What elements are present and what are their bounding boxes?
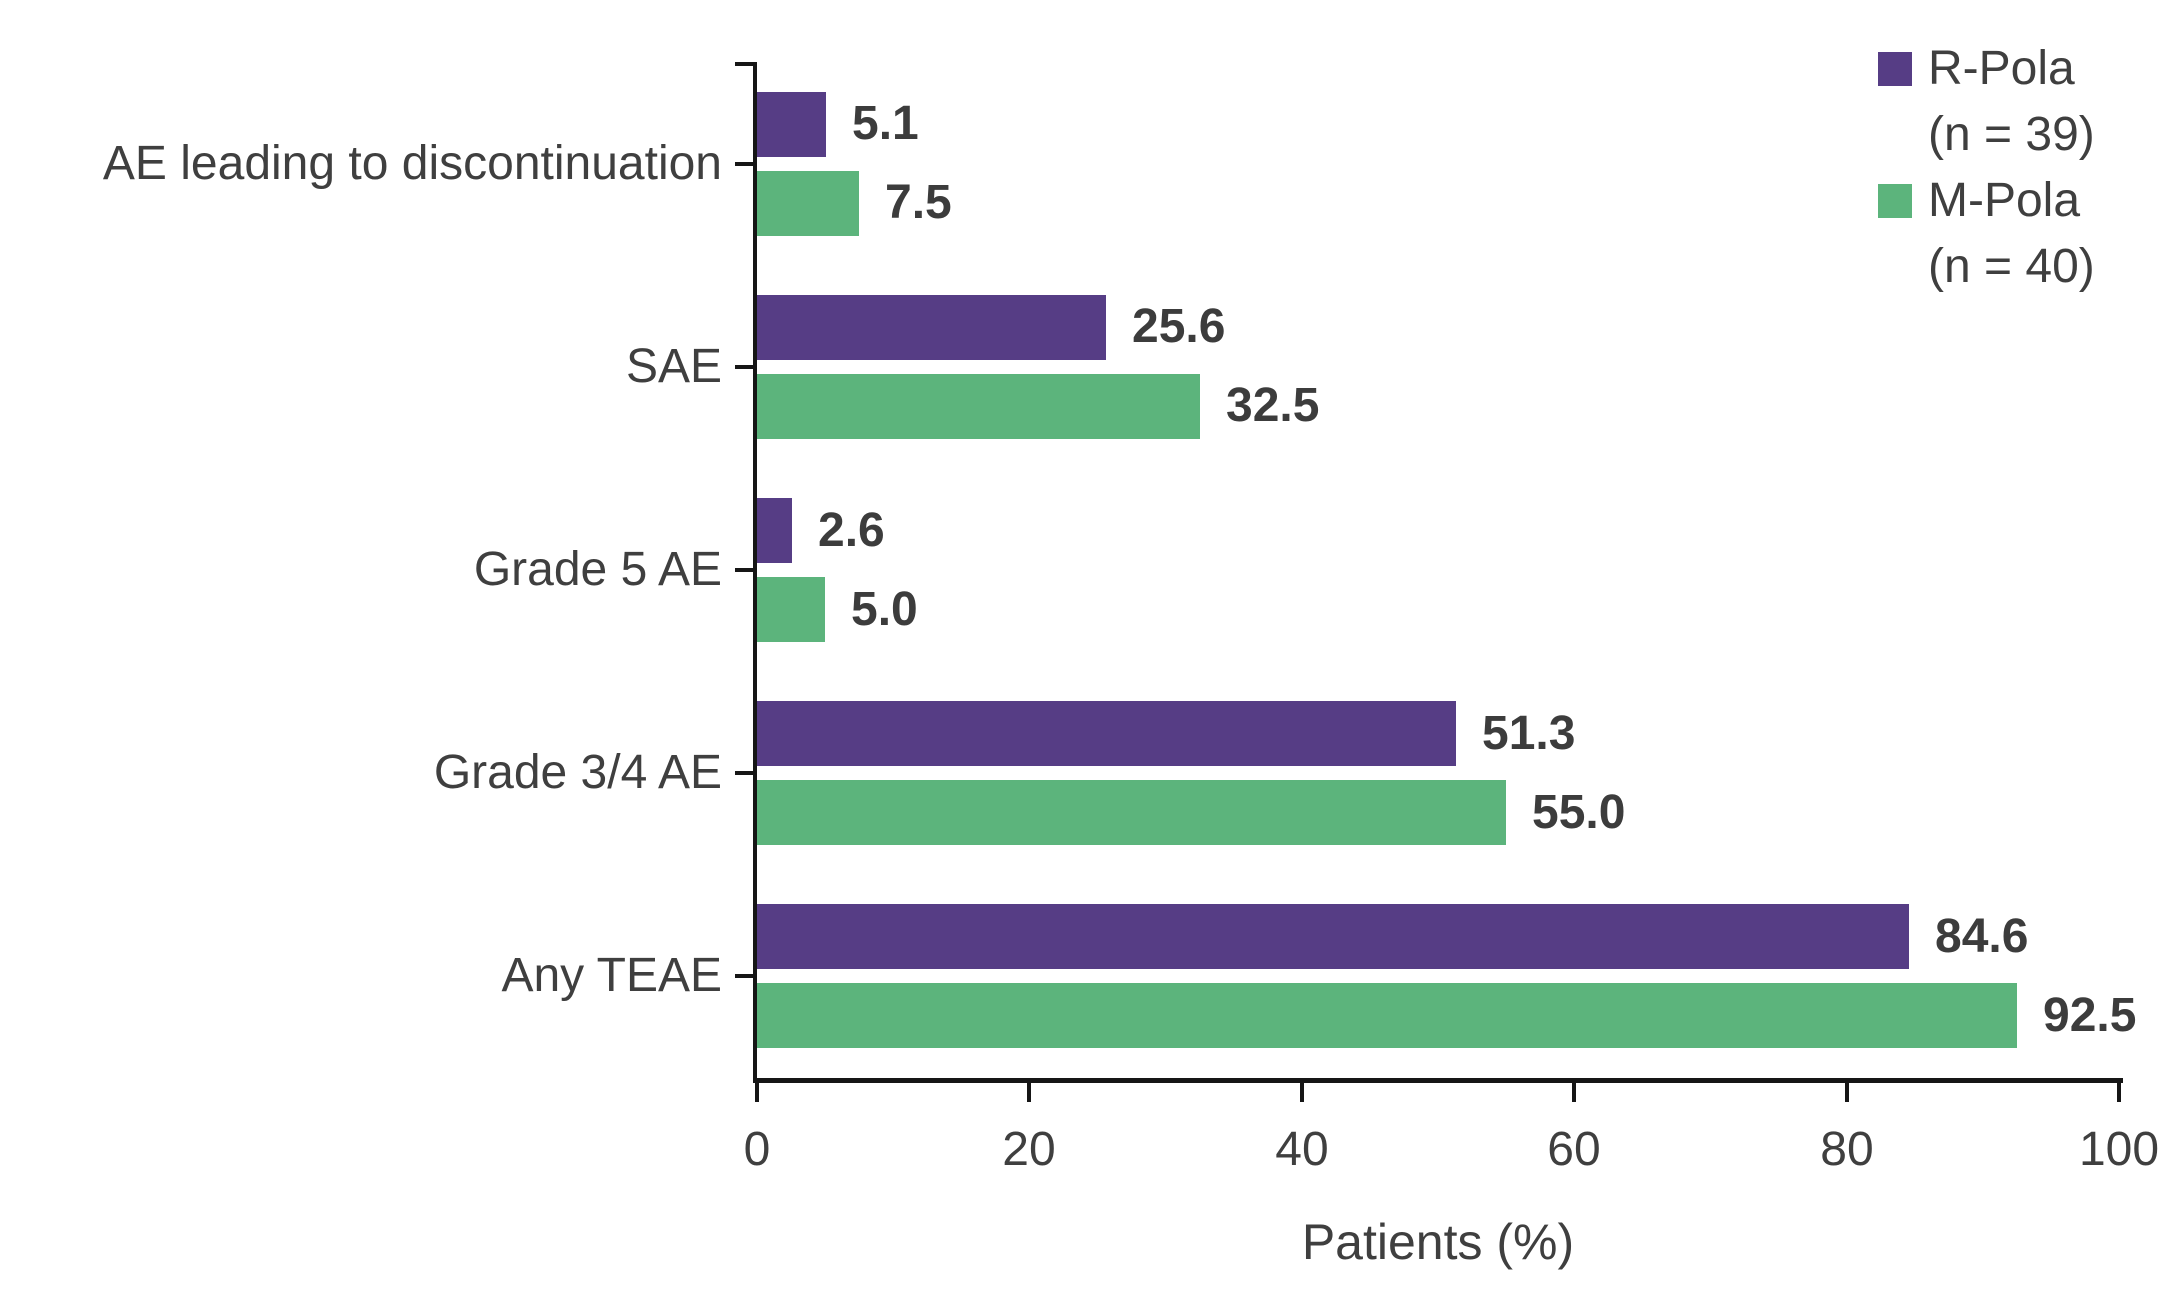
- x-tick-label-100: 100: [2078, 1123, 2160, 1176]
- x-axis-title: Patients (%): [1301, 1214, 1575, 1270]
- x-tick-20: [1027, 1078, 1031, 1102]
- value-label-r-pola-grade-3-4-ae: 51.3: [1482, 707, 1576, 760]
- y-tick-any-teae: [735, 974, 757, 978]
- x-tick-80: [1845, 1078, 1849, 1102]
- x-tick-label-60: 60: [1547, 1123, 1601, 1176]
- value-label-r-pola-sae: 25.6: [1132, 300, 1226, 353]
- legend-label-m-pola: M-Pola: [1928, 174, 2081, 227]
- bar-m-pola-sae: [757, 374, 1200, 439]
- legend: R-Pola (n = 39) M-Pola (n = 40): [1878, 36, 2095, 300]
- legend-item-r-pola: R-Pola: [1878, 36, 2095, 102]
- legend-n-r-pola: (n = 39): [1928, 108, 2095, 161]
- x-tick-label-20: 20: [1002, 1123, 1056, 1176]
- y-tick-grade-3-4-ae: [735, 771, 757, 775]
- value-label-r-pola-ae-leading-to-discontinuation: 5.1: [852, 97, 919, 150]
- y-axis-spine: [753, 62, 757, 1083]
- x-tick-0: [755, 1078, 759, 1102]
- x-tick-label-80: 80: [1820, 1123, 1874, 1176]
- value-label-m-pola-grade-5-ae: 5.0: [851, 583, 918, 636]
- value-label-r-pola-any-teae: 84.6: [1935, 910, 2029, 963]
- value-label-m-pola-sae: 32.5: [1226, 379, 1320, 432]
- legend-item-m-pola: M-Pola: [1878, 168, 2095, 234]
- category-label-sae: SAE: [625, 340, 722, 393]
- x-axis-spine: [753, 1078, 2123, 1083]
- legend-label-r-pola: R-Pola: [1928, 42, 2075, 95]
- value-label-m-pola-ae-leading-to-discontinuation: 7.5: [885, 176, 952, 229]
- value-label-m-pola-any-teae: 92.5: [2043, 989, 2137, 1042]
- y-axis-top-tick: [735, 62, 757, 66]
- category-label-grade-5-ae: Grade 5 AE: [473, 543, 722, 596]
- bar-m-pola-grade-3-4-ae: [757, 780, 1506, 845]
- legend-swatch-m-pola: [1878, 184, 1912, 218]
- value-label-m-pola-grade-3-4-ae: 55.0: [1532, 786, 1626, 839]
- x-tick-label-0: 0: [743, 1123, 771, 1176]
- x-tick-40: [1300, 1078, 1304, 1102]
- value-label-r-pola-grade-5-ae: 2.6: [818, 504, 885, 557]
- bar-r-pola-ae-leading-to-discontinuation: [757, 92, 826, 157]
- category-label-any-teae: Any TEAE: [501, 949, 722, 1002]
- category-label-ae-leading-to-discontinuation: AE leading to discontinuation: [102, 137, 722, 190]
- x-tick-100: [2117, 1078, 2121, 1102]
- bar-m-pola-ae-leading-to-discontinuation: [757, 171, 859, 236]
- legend-n-m-pola: (n = 40): [1928, 240, 2095, 293]
- x-tick-60: [1572, 1078, 1576, 1102]
- bar-m-pola-grade-5-ae: [757, 577, 825, 642]
- y-tick-grade-5-ae: [735, 568, 757, 572]
- bar-m-pola-any-teae: [757, 983, 2017, 1048]
- x-tick-label-40: 40: [1275, 1123, 1329, 1176]
- y-tick-ae-leading-to-discontinuation: [735, 162, 757, 166]
- legend-swatch-r-pola: [1878, 52, 1912, 86]
- bar-r-pola-grade-3-4-ae: [757, 701, 1456, 766]
- bar-r-pola-sae: [757, 295, 1106, 360]
- bar-r-pola-grade-5-ae: [757, 498, 792, 563]
- category-label-grade-3-4-ae: Grade 3/4 AE: [433, 746, 722, 799]
- y-tick-sae: [735, 365, 757, 369]
- bar-r-pola-any-teae: [757, 904, 1909, 969]
